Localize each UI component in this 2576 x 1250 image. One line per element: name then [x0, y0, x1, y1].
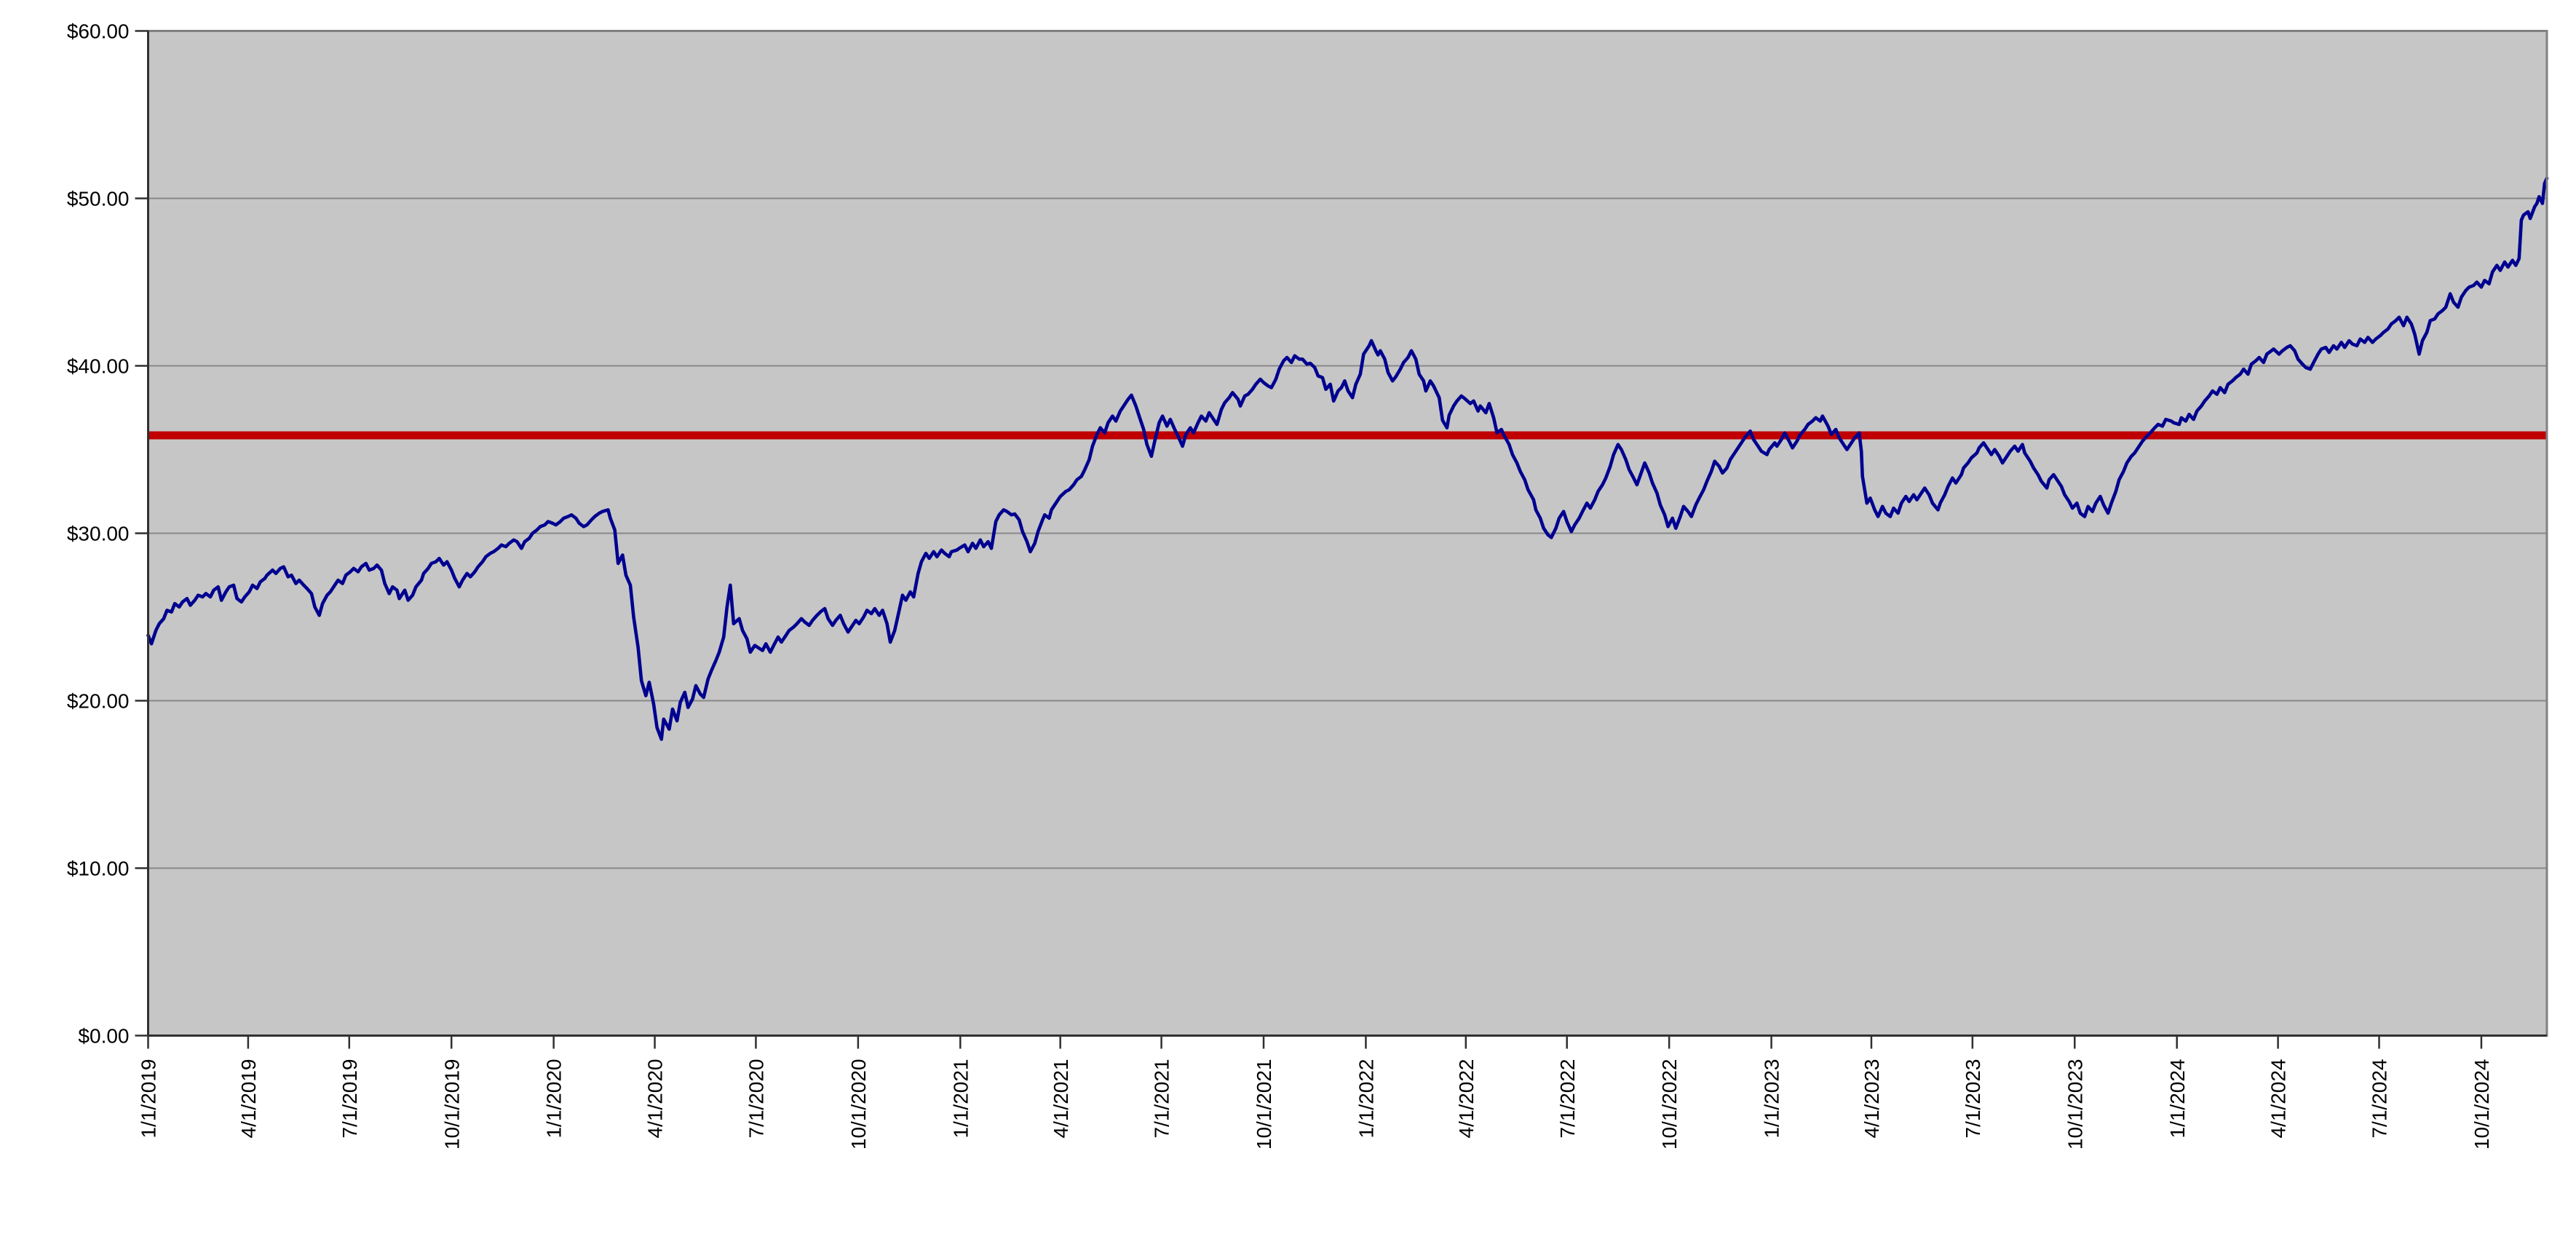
x-axis-label: 4/1/2021: [1050, 1059, 1072, 1139]
y-axis-label: $20.00: [67, 689, 130, 712]
y-axis-label: $60.00: [67, 20, 130, 42]
x-axis-label: 1/1/2022: [1355, 1059, 1378, 1139]
x-axis-label: 7/1/2021: [1151, 1059, 1173, 1139]
x-axis-label: 7/1/2024: [2369, 1059, 2391, 1139]
x-axis-label: 4/1/2023: [1860, 1059, 1883, 1139]
gridlines: [148, 197, 2547, 869]
x-axis-label: 7/1/2019: [338, 1059, 361, 1139]
x-axis-label: 10/1/2021: [1253, 1059, 1275, 1150]
x-axis-label: 4/1/2019: [237, 1059, 260, 1139]
x-axis-label: 10/1/2024: [2470, 1059, 2493, 1150]
x-axis-label: 7/1/2020: [745, 1059, 768, 1139]
x-axis-label: 10/1/2020: [847, 1059, 870, 1150]
y-axis-tick-labels: $0.00 $10.00 $20.00 $30.00 $40.00 $50.00 $60.0…: [67, 20, 130, 1047]
y-axis-label: $40.00: [67, 355, 130, 377]
x-axis-label: 1/1/2019: [138, 1059, 160, 1139]
y-axis-label: $30.00: [67, 522, 130, 545]
x-axis-label: 1/1/2021: [949, 1059, 972, 1139]
x-axis-label: 10/1/2022: [1658, 1059, 1681, 1150]
y-axis-label: $50.00: [67, 187, 130, 210]
price-line: [146, 176, 2549, 741]
x-axis-label: 1/1/2024: [2166, 1059, 2189, 1139]
y-axis: [135, 30, 149, 1037]
x-axis-label: 1/1/2020: [543, 1059, 566, 1139]
x-axis-label: 1/1/2023: [1761, 1059, 1783, 1139]
x-axis-label: 4/1/2020: [644, 1059, 667, 1139]
y-axis-label: $10.00: [67, 857, 130, 879]
x-axis-label: 7/1/2023: [1962, 1059, 1984, 1139]
y-axis-label: $0.00: [78, 1024, 129, 1047]
x-axis: [147, 1035, 2547, 1049]
x-axis-tick-labels: 1/1/2019 4/1/2019 7/1/2019 10/1/2019 1/1/202…: [138, 1059, 2493, 1150]
x-axis-label: 4/1/2024: [2267, 1059, 2290, 1139]
x-axis-label: 10/1/2023: [2064, 1059, 2086, 1150]
x-axis-label: 4/1/2022: [1455, 1059, 1478, 1138]
x-axis-label: 7/1/2022: [1556, 1059, 1579, 1139]
x-axis-label: 10/1/2019: [440, 1059, 463, 1150]
